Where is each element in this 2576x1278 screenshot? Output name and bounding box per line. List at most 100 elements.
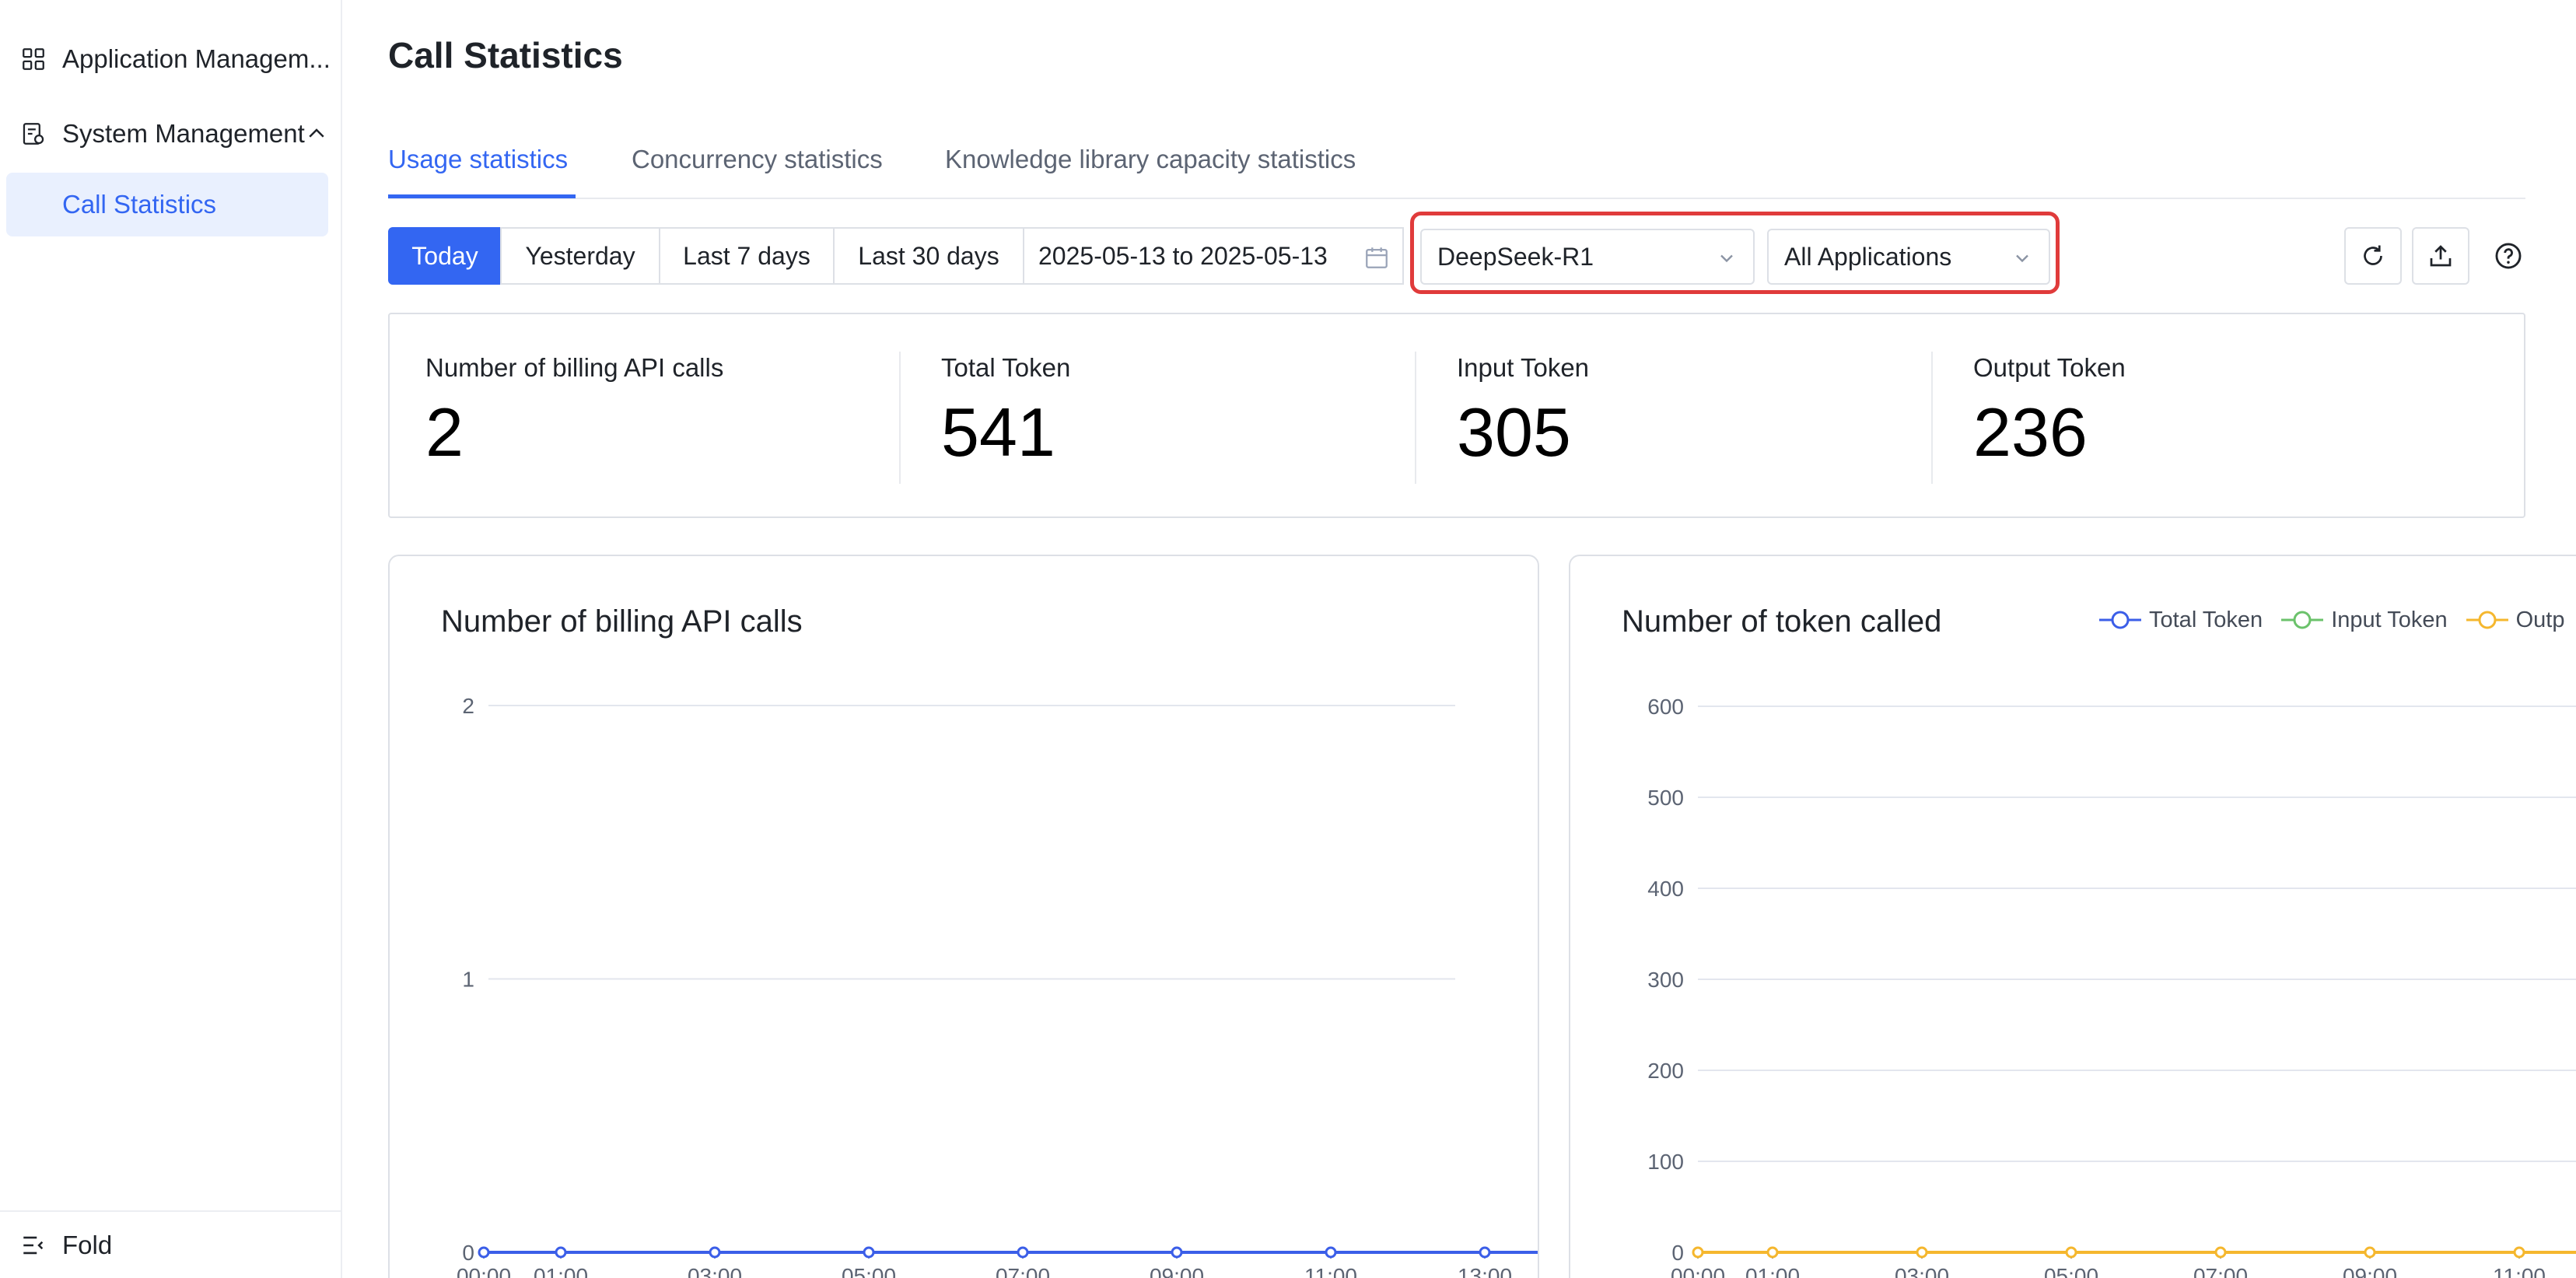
y-tick-label: 0 (1671, 1241, 1684, 1265)
stat-label: Total Token (941, 353, 1071, 382)
data-point (709, 1246, 721, 1259)
sidebar-item-application-management[interactable]: Application Managem... (0, 25, 342, 93)
data-point (2513, 1246, 2525, 1259)
data-point (1692, 1246, 1704, 1259)
data-point (555, 1246, 567, 1259)
application-select-value: All Applications (1784, 242, 1952, 271)
stat-label: Output Token (1973, 353, 2126, 382)
period-last-30-days-button[interactable]: Last 30 days (833, 227, 1024, 285)
legend-label: Total Token (2149, 607, 2263, 632)
y-tick-label: 200 (1647, 1059, 1684, 1083)
series-line-1 (484, 1251, 1538, 1254)
y-tick-label: 2 (462, 694, 474, 718)
data-point (2065, 1246, 2077, 1259)
series-line-1 (1698, 1251, 2576, 1254)
refresh-button[interactable] (2344, 227, 2402, 285)
y-tick-label: 400 (1647, 877, 1684, 901)
series-line-3 (1698, 1251, 2576, 1254)
x-tick-label: 05:00 (2044, 1264, 2098, 1278)
x-tick-label: 09:00 (1150, 1264, 1204, 1278)
legend-label: Outp (2515, 607, 2565, 632)
page-title: Call Statistics (388, 35, 623, 75)
sidebar-item-call-statistics[interactable]: Call Statistics (6, 173, 328, 236)
x-tick-label: 01:00 (534, 1264, 588, 1278)
x-tick-label: 05:00 (842, 1264, 896, 1278)
active-tab-indicator (388, 194, 576, 198)
y-tick-label: 0 (462, 1241, 474, 1265)
legend-label: Input Token (2331, 607, 2448, 632)
upload-icon (2430, 245, 2452, 267)
x-tick-label: 13:00 (1458, 1264, 1512, 1278)
x-tick-label: 07:00 (2193, 1264, 2248, 1278)
series-line-2 (1698, 1251, 2576, 1254)
application-select[interactable]: All Applications (1767, 229, 2050, 285)
sidebar-item-system-management[interactable]: System Management (0, 100, 342, 168)
x-tick-label: 03:00 (1895, 1264, 1949, 1278)
data-point (2214, 1246, 2227, 1259)
system-doc-icon (23, 123, 44, 145)
data-point (1479, 1246, 1491, 1259)
y-tick-label: 100 (1647, 1150, 1684, 1174)
fold-label: Fold (62, 1230, 113, 1259)
model-select[interactable]: DeepSeek-R1 (1420, 229, 1755, 285)
fold-menu-icon (23, 1236, 44, 1254)
data-point (478, 1246, 490, 1259)
model-select-value: DeepSeek-R1 (1437, 242, 1594, 271)
stat-label: Input Token (1457, 353, 1590, 382)
help-icon[interactable] (2494, 241, 2523, 271)
period-last-7-days-button[interactable]: Last 7 days (659, 227, 835, 285)
calendar-icon (1366, 247, 1388, 268)
tab-usage-statistics[interactable]: Usage statistics (388, 145, 569, 173)
x-tick-label: 00:00 (1671, 1264, 1725, 1278)
data-point (1916, 1246, 1928, 1259)
legend-item-total-token[interactable]: Total Token (2099, 607, 2263, 633)
data-point (2364, 1246, 2376, 1259)
billing-api-calls-chart: 0 1 2 00:00 01:00 03:00 05:00 07:00 09:00 11:00 13… (457, 694, 1538, 1278)
divider (1931, 352, 1933, 484)
data-point (1325, 1246, 1337, 1259)
chevron-up-icon[interactable] (305, 122, 328, 145)
chevron-down-icon (1720, 254, 1733, 263)
data-point (1766, 1246, 1779, 1259)
x-tick-label: 01:00 (1745, 1264, 1800, 1278)
highlight-annotation (1410, 212, 2060, 294)
tab-concurrency-statistics[interactable]: Concurrency statistics (632, 145, 883, 173)
chevron-down-icon (2016, 254, 2028, 263)
data-point (863, 1246, 875, 1259)
refresh-icon (2364, 245, 2382, 265)
data-point (1017, 1246, 1029, 1259)
x-tick-label: 07:00 (996, 1264, 1050, 1278)
x-tick-label: 11:00 (2493, 1264, 2546, 1278)
period-today-button[interactable]: Today (388, 227, 502, 285)
x-tick-label: 11:00 (1304, 1264, 1357, 1278)
y-tick-label: 300 (1647, 968, 1684, 992)
fold-button[interactable]: Fold (0, 1210, 342, 1278)
legend-marker (2099, 611, 2141, 629)
chart-title: Number of billing API calls (441, 604, 803, 639)
token-called-chart: 0 100 200 300 400 500 600 00:00 01:00 03:00 05:00 0… (1647, 695, 2576, 1278)
chart-legend: Total Token Input Token Outp (2099, 604, 2576, 635)
billing-api-calls-chart-card: Number of billing API calls 0 1 2 00:00 01:0… (388, 555, 1539, 1278)
legend-item-input-token[interactable]: Input Token (2281, 607, 2448, 633)
sidebar-item-label: Application Managem... (62, 44, 331, 73)
data-point (1171, 1246, 1183, 1259)
tab-knowledge-library-capacity-statistics[interactable]: Knowledge library capacity statistics (945, 145, 1356, 173)
tab-bar: Usage statistics Concurrency statistics … (388, 132, 2525, 199)
divider (899, 352, 901, 484)
stat-value: 541 (941, 394, 1055, 471)
token-called-chart-card: Number of token called 0 100 200 300 400 500 6… (1569, 555, 2576, 1278)
y-tick-label: 600 (1647, 695, 1684, 719)
y-tick-label: 1 (462, 968, 474, 992)
date-range-picker[interactable]: 2025-05-13 to 2025-05-13 (1023, 227, 1404, 285)
period-yesterday-button[interactable]: Yesterday (500, 227, 660, 285)
stat-value: 236 (1973, 394, 2088, 471)
chart-title: Number of token called (1622, 604, 1942, 639)
export-button[interactable] (2412, 227, 2469, 285)
x-tick-label: 09:00 (2343, 1264, 2397, 1278)
stat-label: Number of billing API calls (425, 353, 724, 382)
legend-item-output-token[interactable]: Outp (2466, 607, 2565, 633)
summary-stats-panel: Number of billing API calls 2 Total Toke… (388, 313, 2525, 518)
divider (1415, 352, 1416, 484)
sidebar-item-label: Call Statistics (62, 190, 217, 219)
apps-grid-icon (23, 48, 44, 70)
